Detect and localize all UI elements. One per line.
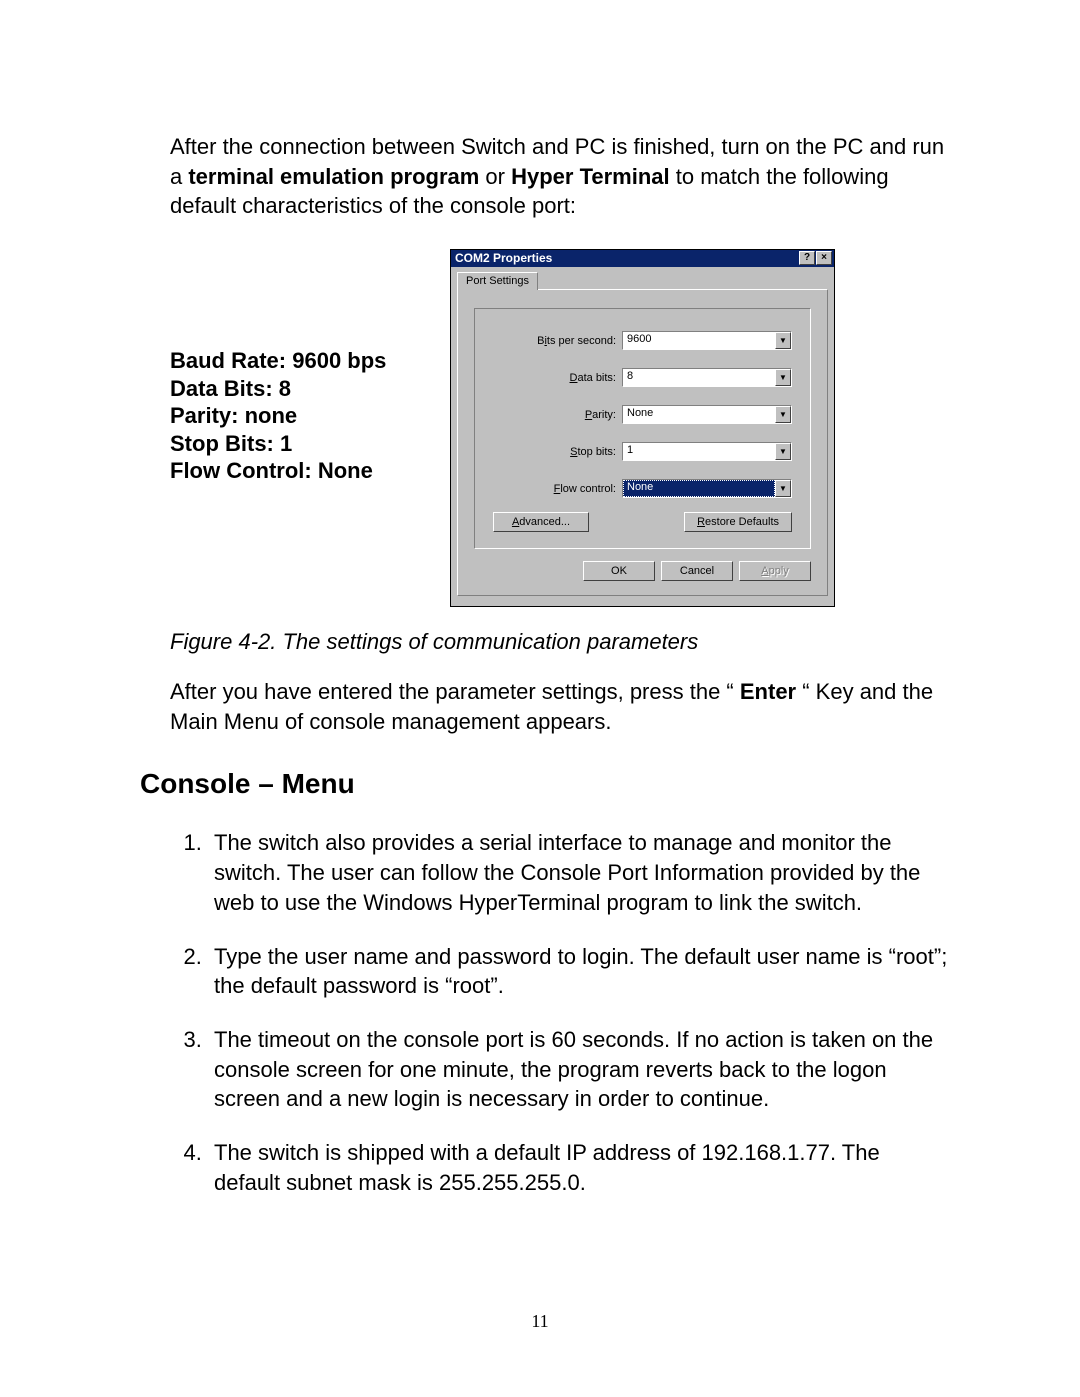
figure-caption: Figure 4-2. The settings of communicatio… — [170, 629, 950, 655]
parity-combo[interactable]: None ▼ — [622, 405, 792, 424]
tab-port-settings[interactable]: Port Settings — [457, 272, 538, 290]
ok-button[interactable]: OK — [583, 561, 655, 581]
step-1: The switch also provides a serial interf… — [208, 828, 950, 917]
chevron-down-icon[interactable]: ▼ — [775, 332, 791, 349]
page-number: 11 — [0, 1311, 1080, 1332]
apply-button: Apply — [739, 561, 811, 581]
cancel-button[interactable]: Cancel — [661, 561, 733, 581]
bps-label: Bits per second: — [524, 335, 616, 347]
spec-stopbits: Stop Bits: 1 — [170, 430, 420, 458]
com-properties-dialog: COM2 Properties ? × Port Settings Bits p… — [450, 249, 835, 607]
spec-parity: Parity: none — [170, 402, 420, 430]
step-3: The timeout on the console port is 60 se… — [208, 1025, 950, 1114]
dialog-title: COM2 Properties — [455, 251, 552, 265]
close-button[interactable]: × — [816, 251, 832, 265]
chevron-down-icon[interactable]: ▼ — [775, 443, 791, 460]
step-2: Type the user name and password to login… — [208, 942, 950, 1001]
flow-label: Flow control: — [524, 483, 616, 495]
advanced-button[interactable]: Advanced... — [493, 512, 589, 532]
flow-combo[interactable]: None ▼ — [622, 479, 792, 498]
stopbits-label: Stop bits: — [524, 446, 616, 458]
chevron-down-icon[interactable]: ▼ — [775, 480, 791, 497]
restore-defaults-button[interactable]: Restore Defaults — [684, 512, 792, 532]
steps-list: The switch also provides a serial interf… — [170, 828, 950, 1197]
parity-label: Parity: — [524, 409, 616, 421]
bps-combo[interactable]: 9600 ▼ — [622, 331, 792, 350]
stopbits-combo[interactable]: 1 ▼ — [622, 442, 792, 461]
spec-baud: Baud Rate: 9600 bps — [170, 347, 420, 375]
spec-list: Baud Rate: 9600 bps Data Bits: 8 Parity:… — [170, 249, 420, 485]
dialog-titlebar: COM2 Properties ? × — [451, 250, 834, 267]
section-heading: Console – Menu — [140, 768, 950, 800]
chevron-down-icon[interactable]: ▼ — [775, 369, 791, 386]
post-figure-paragraph: After you have entered the parameter set… — [170, 677, 950, 736]
databits-label: Data bits: — [524, 372, 616, 384]
help-button[interactable]: ? — [799, 251, 815, 265]
intro-paragraph: After the connection between Switch and … — [170, 132, 950, 221]
spec-flow: Flow Control: None — [170, 457, 420, 485]
step-4: The switch is shipped with a default IP … — [208, 1138, 950, 1197]
databits-combo[interactable]: 8 ▼ — [622, 368, 792, 387]
chevron-down-icon[interactable]: ▼ — [775, 406, 791, 423]
spec-databits: Data Bits: 8 — [170, 375, 420, 403]
